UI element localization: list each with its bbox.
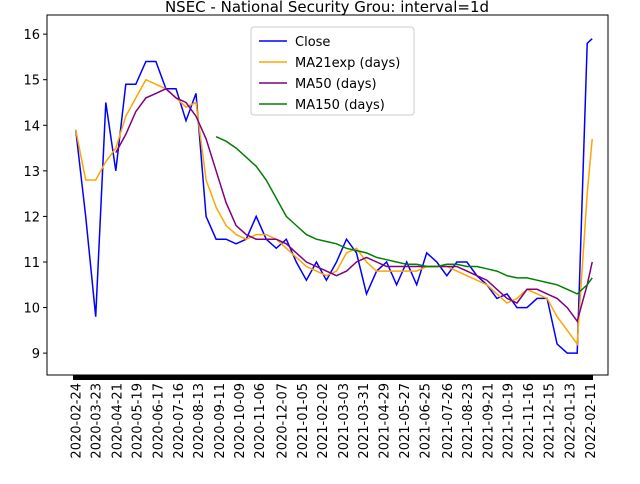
x-tick-label: 2020-06-17 <box>151 383 166 459</box>
x-tick-label: 2020-03-23 <box>90 383 105 459</box>
x-tick-label: 2021-08-23 <box>461 383 476 459</box>
x-tick-label: 2021-09-21 <box>482 383 497 459</box>
x-tick-label: 2021-12-15 <box>543 383 558 459</box>
y-tick-label: 10 <box>23 302 40 317</box>
x-tick-label: 2020-04-21 <box>110 383 125 459</box>
legend-label: MA150 (days) <box>295 98 385 113</box>
x-tick-label: 2021-01-05 <box>296 383 311 459</box>
x-tick-label: 2020-05-19 <box>131 383 146 459</box>
x-tick-label: 2020-07-16 <box>172 383 187 459</box>
y-tick-label: 9 <box>32 347 40 362</box>
dense-ticks <box>73 375 593 380</box>
y-tick-label: 15 <box>23 74 40 89</box>
x-tick-label: 2021-05-27 <box>398 383 413 459</box>
legend-box <box>250 26 415 116</box>
x-tick-label: 2022-02-11 <box>584 383 599 459</box>
x-tick-label: 2020-10-09 <box>233 383 248 459</box>
x-tick-label: 2022-01-13 <box>563 383 578 459</box>
x-tick-label: 2021-10-19 <box>502 383 517 459</box>
x-tick-label: 2021-04-29 <box>378 383 393 459</box>
series-line <box>115 87 593 323</box>
axes-frame <box>46 14 609 376</box>
chart-title: NSEC - National Security Grou: interval=… <box>165 0 489 16</box>
x-tick-label: 2020-08-13 <box>192 383 207 459</box>
x-tick-label: 2020-02-24 <box>70 383 85 459</box>
x-tick-label: 2021-03-03 <box>337 383 352 459</box>
x-tick-label: 2020-09-11 <box>213 383 228 459</box>
legend: Close MA21exp (days) MA50 (days) MA150 (day… <box>250 26 415 116</box>
legend-label: MA21exp (days) <box>295 56 400 71</box>
legend-label: MA50 (days) <box>295 77 377 92</box>
y-tick-label: 13 <box>23 165 40 180</box>
legend-label: Close <box>295 35 330 50</box>
x-tick-label: 2020-11-06 <box>253 383 268 459</box>
series-line <box>215 136 593 295</box>
x-tick-label: 2021-11-16 <box>522 383 537 459</box>
x-tick-label: 2021-06-25 <box>419 383 434 459</box>
y-tick-label: 14 <box>23 119 40 134</box>
y-tick-label: 11 <box>23 256 40 271</box>
x-tick-label: 2021-02-02 <box>316 383 331 459</box>
y-tick-label: 12 <box>23 210 40 225</box>
x-tick-label: 2021-07-26 <box>441 383 456 459</box>
series-line <box>74 78 593 347</box>
y-tick-label: 16 <box>23 28 40 43</box>
series-line <box>74 38 593 354</box>
x-tick-label: 2021-03-31 <box>357 383 372 459</box>
x-tick-label: 2020-12-07 <box>275 383 290 459</box>
